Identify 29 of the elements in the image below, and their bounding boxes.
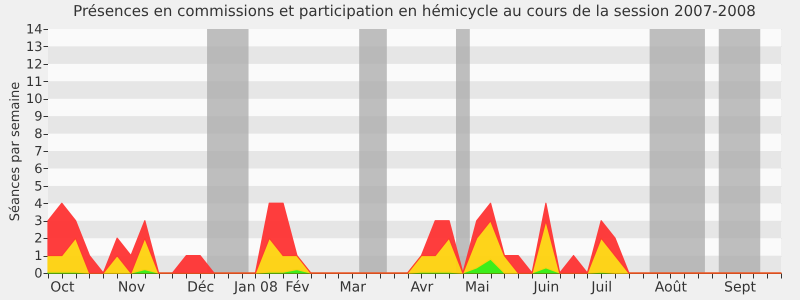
x-tick-label: Juin <box>532 280 560 296</box>
y-axis-title: Séances par semaine <box>8 82 23 222</box>
y-tick-label: 14 <box>26 22 42 38</box>
y-tick-label: 4 <box>34 196 42 212</box>
y-tick-label: 11 <box>26 74 42 90</box>
x-tick-label: Oct <box>50 280 75 296</box>
y-tick-label: 10 <box>26 92 42 108</box>
y-tick-label: 2 <box>34 232 42 247</box>
y-tick-label: 3 <box>34 214 42 230</box>
y-tick-label: 5 <box>34 179 42 194</box>
x-tick-label: Avr <box>410 280 434 296</box>
x-tick-label: Mar <box>340 280 366 296</box>
y-tick-label: 0 <box>34 266 42 282</box>
y-tick-label: 9 <box>34 110 42 125</box>
y-tick-label: 13 <box>26 40 42 55</box>
y-tick-label: 8 <box>34 127 42 142</box>
y-tick-label: 12 <box>26 57 42 72</box>
x-tick-label: Mai <box>464 280 490 296</box>
x-tick-label: Jan 08 <box>233 280 278 296</box>
x-tick-label: Nov <box>118 280 146 296</box>
x-tick-label: Fév <box>285 280 310 296</box>
x-tick-label: Juil <box>590 280 612 296</box>
x-tick-label: Août <box>654 280 688 296</box>
x-tick-label: Sept <box>724 280 756 296</box>
y-tick-label: 6 <box>34 162 42 177</box>
x-tick-label: Déc <box>187 280 214 296</box>
chart-title: Présences en commissions et participation en hémicycle au cours de la session 2007-2008 <box>73 2 756 20</box>
y-tick-label: 1 <box>34 249 42 264</box>
y-tick-label: 7 <box>34 144 42 160</box>
